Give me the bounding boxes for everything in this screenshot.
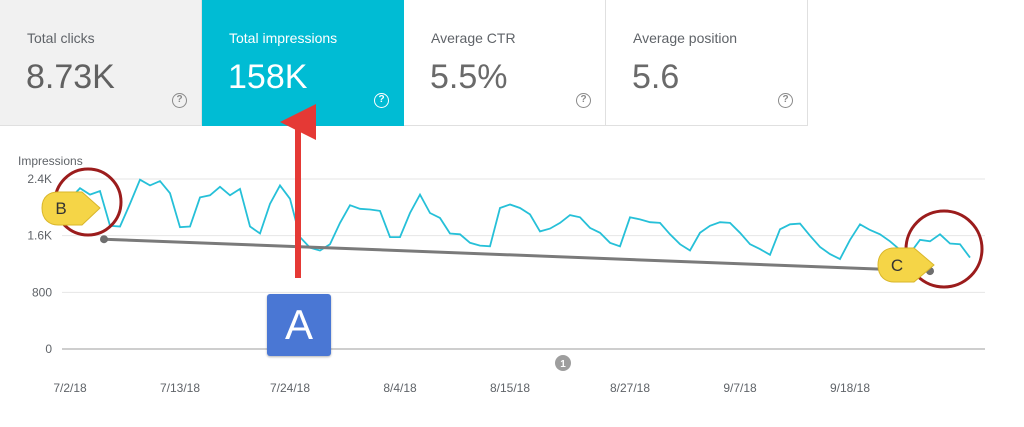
y-tick-label: 2.4K [27, 172, 52, 186]
grid-lines [62, 178, 985, 350]
callout-c: C [877, 247, 935, 283]
annotation-marker[interactable]: 1 [555, 355, 571, 371]
metric-label: Average position [633, 30, 738, 46]
y-tick-label: 800 [32, 285, 52, 299]
help-icon[interactable]: ? [374, 93, 389, 108]
metric-value: 158K [228, 58, 308, 96]
metric-value: 8.73K [26, 58, 115, 96]
metric-card-total-clicks[interactable]: Total clicks 8.73K ? [0, 0, 202, 126]
x-tick-label: 7/13/18 [160, 381, 200, 395]
y-axis-ticks: 0 800 1.6K 2.4K [27, 172, 52, 356]
metric-label: Total impressions [229, 30, 338, 46]
y-tick-label: 1.6K [27, 229, 52, 243]
metric-label: Total clicks [27, 30, 95, 46]
help-icon[interactable]: ? [172, 93, 187, 108]
series-line-impressions [69, 178, 971, 261]
metric-label: Average CTR [431, 30, 516, 46]
callout-a: A [267, 294, 331, 356]
x-tick-label: 9/18/18 [830, 381, 870, 395]
metric-cards: Total clicks 8.73K ? Total impressions 1… [0, 0, 810, 126]
callout-b: B [41, 191, 101, 226]
x-tick-label: 9/7/18 [723, 381, 757, 395]
x-tick-label: 8/15/18 [490, 381, 530, 395]
x-axis-ticks: 7/2/18 7/13/18 7/24/18 8/4/18 8/15/18 8/27/18… [53, 381, 870, 395]
trend-line-start-point [100, 235, 108, 244]
callout-b-label: B [55, 199, 66, 218]
metric-value: 5.6 [632, 58, 680, 96]
y-tick-label: 0 [45, 342, 52, 356]
x-tick-label: 7/2/18 [53, 381, 87, 395]
metric-card-average-position[interactable]: Average position 5.6 ? [606, 0, 808, 126]
x-tick-label: 8/4/18 [383, 381, 417, 395]
x-tick-label: 7/24/18 [270, 381, 310, 395]
y-axis-title: Impressions [18, 154, 83, 168]
metric-card-average-ctr[interactable]: Average CTR 5.5% ? [404, 0, 606, 126]
x-tick-label: 8/27/18 [610, 381, 650, 395]
help-icon[interactable]: ? [778, 93, 793, 108]
annotation-marker-label: 1 [560, 359, 566, 370]
help-icon[interactable]: ? [576, 93, 591, 108]
metric-value: 5.5% [430, 58, 508, 96]
trend-line [103, 237, 931, 273]
callout-c-label: C [891, 256, 903, 275]
